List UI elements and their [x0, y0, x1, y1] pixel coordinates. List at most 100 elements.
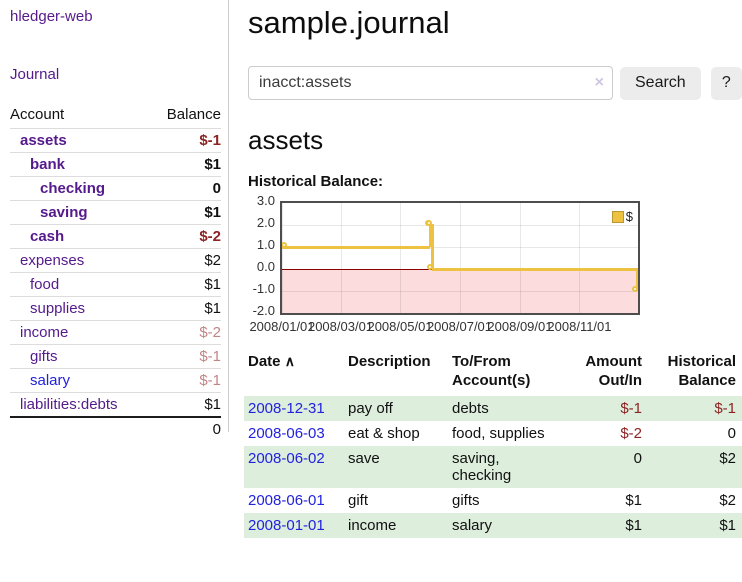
transaction-date-link[interactable]: 2008-06-01 — [248, 492, 325, 509]
account-row: bank $1 — [10, 152, 221, 177]
chart-title: Historical Balance: — [248, 173, 384, 190]
series-segment — [430, 223, 434, 269]
account-balance: $1 — [150, 200, 221, 225]
page-title: sample.journal — [248, 5, 450, 40]
sort-ascending-icon: ∧ — [284, 353, 295, 369]
register-header-row: Date ∧ Description To/From Account(s) Am… — [244, 350, 742, 396]
series-segment — [432, 267, 637, 271]
account-balance: $-1 — [150, 344, 221, 369]
transaction-row: 2008-06-02 save saving, checking 0 $2 — [244, 446, 742, 488]
series-segment — [428, 223, 432, 247]
account-row: checking 0 — [10, 176, 221, 201]
x-axis-label: 2008/07/01 — [426, 319, 493, 334]
account-row: gifts $-1 — [10, 344, 221, 369]
y-axis-label: 3.0 — [256, 193, 275, 208]
accounts-table-body: assets $-1 bank $1 checking 0 saving $1 cash $-2 e… — [10, 128, 221, 417]
account-link[interactable]: food — [30, 276, 60, 293]
account-link[interactable]: liabilities:debts — [20, 396, 118, 413]
transaction-date-link[interactable]: 2008-06-03 — [248, 425, 325, 442]
account-link[interactable]: gifts — [30, 348, 58, 365]
register-table-body: 2008-12-31 pay off debts $-1 $-1 2008-06-03 ea… — [244, 396, 742, 538]
y-axis-label: -1.0 — [252, 281, 275, 296]
transaction-accounts: salary — [448, 513, 554, 538]
transaction-date-link[interactable]: 2008-06-02 — [248, 450, 325, 467]
account-balance: $2 — [150, 248, 221, 273]
transaction-balance: $-1 — [642, 396, 742, 421]
y-axis-label: 0.0 — [256, 259, 275, 274]
search-form: × Search ? — [248, 66, 742, 100]
x-axis-label: 2008/05/01 — [367, 319, 433, 334]
transaction-accounts: saving, checking — [448, 446, 554, 488]
transaction-accounts: food, supplies — [452, 425, 545, 442]
date-cell: 2008-06-02 — [244, 446, 344, 488]
transaction-balance: $2 — [642, 446, 742, 488]
account-heading: assets — [248, 125, 324, 155]
data-point-marker — [632, 286, 638, 292]
account-link[interactable]: cash — [30, 228, 65, 245]
y-axis-label: 2.0 — [256, 215, 275, 230]
transaction-description: eat & shop — [348, 425, 420, 442]
clear-search-icon[interactable]: × — [594, 74, 604, 91]
account-link[interactable]: income — [20, 324, 69, 341]
register-header-date[interactable]: Date ∧ — [248, 353, 295, 370]
account-balance: $1 — [150, 272, 221, 297]
transaction-amount: $1 — [625, 492, 642, 509]
account-row: liabilities:debts $1 — [10, 392, 221, 417]
transaction-balance: $2 — [719, 492, 736, 509]
account-row: expenses $2 — [10, 248, 221, 273]
balance-chart: $ 3.0 2.0 1.0 0.0 -1.0 -2.0 2008/01/01 2008/03/… — [248, 193, 718, 343]
app-title-link[interactable]: hledger-web — [10, 8, 93, 25]
legend-label: $ — [625, 209, 633, 224]
transaction-amount: 0 — [554, 446, 642, 488]
transaction-date-link[interactable]: 2008-12-31 — [248, 400, 325, 417]
account-link[interactable]: checking — [40, 180, 106, 197]
transaction-amount: $1 — [554, 513, 642, 538]
account-row: salary $-1 — [10, 368, 221, 393]
transaction-accounts: gifts — [452, 492, 480, 509]
gridline — [460, 203, 461, 313]
date-cell: 2008-12-31 — [244, 396, 344, 421]
chart-legend: $ — [611, 209, 633, 224]
account-row: supplies $1 — [10, 296, 221, 321]
transaction-row: 2008-06-01 gift gifts $1 $2 — [244, 488, 742, 513]
transaction-row: 2008-12-31 pay off debts $-1 $-1 — [244, 396, 742, 421]
transaction-amount: $-1 — [554, 396, 642, 421]
data-point-marker — [426, 220, 433, 226]
gridline — [282, 203, 283, 313]
gridline — [282, 225, 638, 226]
series-segment — [635, 267, 638, 291]
gridline — [520, 203, 521, 313]
plot-area: $ — [280, 201, 640, 315]
account-row: income $-2 — [10, 320, 221, 345]
account-link[interactable]: supplies — [30, 300, 86, 317]
gridline — [579, 203, 580, 313]
y-axis-label: -2.0 — [252, 303, 275, 318]
account-balance: 0 — [150, 176, 221, 201]
main-panel: sample.journal × Search ? assets Histori… — [229, 0, 742, 582]
accounts-table: Account Balance assets $-1 bank $1 checking 0… — [10, 103, 221, 441]
sidebar: hledger-web Journal Account Balance asse… — [0, 0, 229, 441]
x-axis-label: 2008/03/01 — [307, 319, 374, 334]
gridline — [282, 247, 638, 248]
search-input[interactable] — [248, 66, 613, 100]
search-button[interactable]: Search — [620, 66, 701, 100]
transaction-balance: 0 — [727, 425, 736, 442]
account-row: saving $1 — [10, 200, 221, 225]
help-button[interactable]: ? — [710, 66, 742, 100]
account-row: food $1 — [10, 272, 221, 297]
x-axis-label: 2008/01/01 — [249, 319, 315, 334]
accounts-total-row: 0 — [10, 416, 221, 441]
date-cell: 2008-06-03 — [244, 421, 344, 446]
account-link[interactable]: saving — [40, 204, 88, 221]
transaction-description: gift — [348, 492, 369, 509]
account-link[interactable]: expenses — [20, 252, 85, 269]
account-balance: $1 — [150, 152, 221, 177]
register-header-description: Description — [348, 353, 431, 370]
account-balance: $-1 — [150, 128, 221, 153]
account-link[interactable]: assets — [20, 132, 67, 149]
transaction-date-link[interactable]: 2008-01-01 — [248, 517, 325, 534]
sidebar-item-journal[interactable]: Journal — [10, 66, 60, 83]
account-link[interactable]: salary — [30, 372, 71, 389]
gridline — [400, 203, 401, 313]
account-link[interactable]: bank — [30, 156, 66, 173]
